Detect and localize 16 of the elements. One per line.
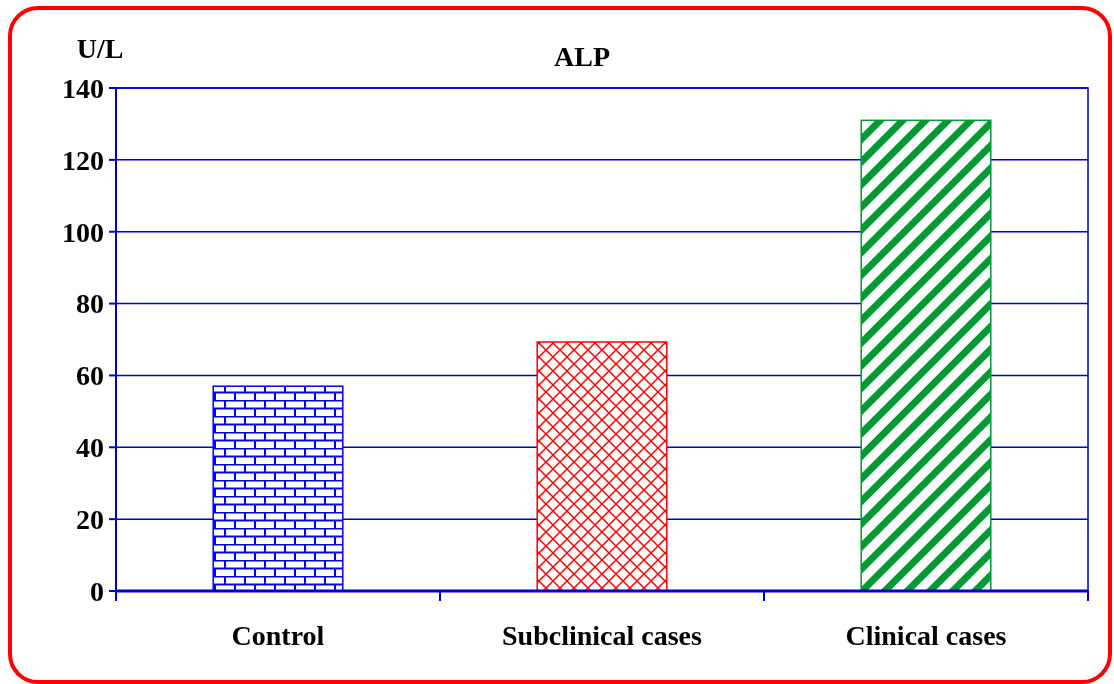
bar — [536, 341, 668, 592]
y-tick-label: 0 — [90, 575, 104, 607]
x-tick-label: Control — [231, 620, 325, 651]
y-tick-label: 140 — [62, 72, 104, 104]
x-tick-label: Clinical cases — [845, 620, 1007, 651]
y-axis-title: U/L — [76, 33, 124, 64]
bar — [860, 119, 992, 592]
y-tick-label: 120 — [62, 144, 104, 176]
y-tick-label: 80 — [76, 288, 104, 320]
y-tick-label: 60 — [76, 360, 104, 392]
y-tick-label: 100 — [62, 216, 104, 248]
y-tick-label: 20 — [76, 503, 104, 535]
x-tick-label: Subclinical cases — [502, 620, 703, 651]
chart-title: ALP — [554, 41, 610, 72]
y-tick-label: 40 — [76, 432, 104, 464]
bar — [212, 385, 344, 592]
